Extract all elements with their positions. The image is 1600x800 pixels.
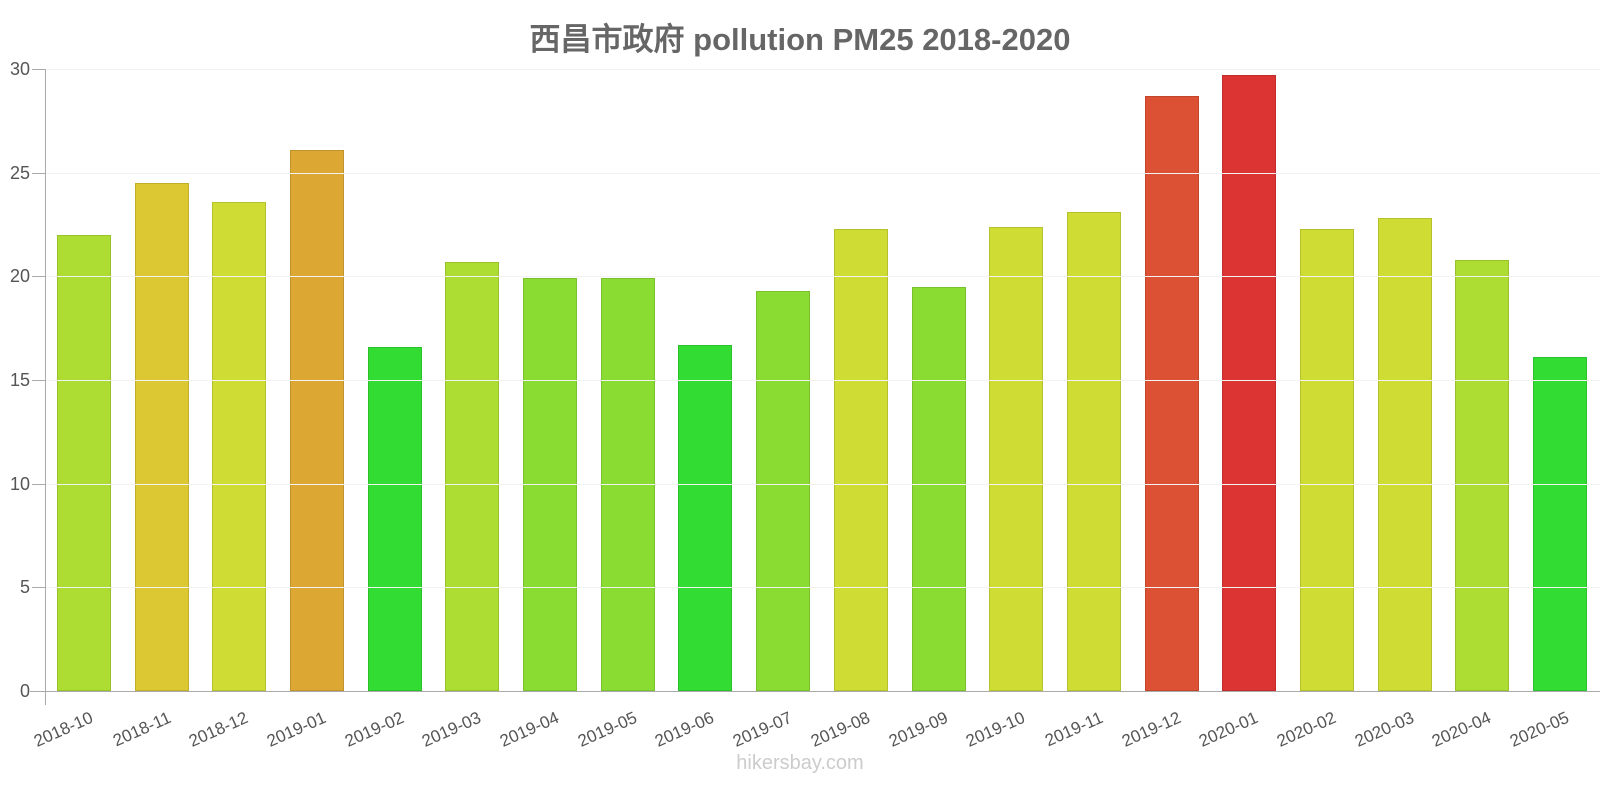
- y-tick-mark: [32, 69, 46, 70]
- gridline: [46, 172, 1600, 174]
- bar-2019-02[interactable]: [367, 346, 422, 691]
- bar-2019-05[interactable]: [600, 278, 655, 691]
- bar-2019-10[interactable]: [989, 226, 1044, 691]
- y-tick-label: 30: [9, 59, 30, 79]
- bar-2019-08[interactable]: [833, 228, 888, 691]
- gridline: [46, 587, 1600, 589]
- y-tick-mark: [32, 276, 46, 278]
- bar-2019-11[interactable]: [1066, 212, 1121, 691]
- bar-2020-05[interactable]: [1533, 357, 1588, 691]
- bar-2018-11[interactable]: [134, 183, 189, 691]
- bar-2019-03[interactable]: [445, 261, 500, 691]
- y-tick-label: 5: [19, 577, 30, 598]
- y-tick-mark: [32, 691, 46, 692]
- chart-title: 西昌市政府 pollution PM25 2018-2020: [529, 22, 1071, 57]
- bar-2020-02[interactable]: [1300, 228, 1355, 691]
- bar-2019-12[interactable]: [1144, 95, 1199, 691]
- y-tick-label: 25: [9, 162, 30, 183]
- bar-2020-01[interactable]: [1222, 75, 1277, 691]
- y-tick-label: 10: [9, 473, 30, 494]
- bar-2020-03[interactable]: [1377, 218, 1432, 691]
- x-axis-line: [30, 691, 1600, 692]
- gridline: [46, 380, 1600, 381]
- y-tick-label: 0: [19, 681, 30, 701]
- y-tick-mark: [32, 380, 46, 381]
- bar-2018-10[interactable]: [56, 234, 111, 691]
- bar-2020-04[interactable]: [1455, 259, 1510, 691]
- y-axis-line: [45, 69, 46, 705]
- y-tick-label: 15: [9, 370, 30, 390]
- y-tick-mark: [32, 483, 46, 485]
- y-tick-label: 20: [9, 266, 30, 287]
- gridline: [46, 483, 1600, 485]
- bar-2019-04[interactable]: [523, 278, 578, 691]
- plot-area: [46, 69, 1600, 691]
- watermark: hikersbay.com: [736, 752, 864, 774]
- bar-2019-07[interactable]: [756, 290, 811, 691]
- y-tick-mark: [32, 587, 46, 589]
- y-tick-mark: [32, 172, 46, 174]
- gridline: [46, 69, 1600, 70]
- bar-2019-06[interactable]: [678, 344, 733, 691]
- bar-2019-09[interactable]: [911, 286, 966, 691]
- gridline: [46, 276, 1600, 278]
- bar-2018-12[interactable]: [212, 201, 267, 691]
- bar-2019-01[interactable]: [289, 149, 344, 691]
